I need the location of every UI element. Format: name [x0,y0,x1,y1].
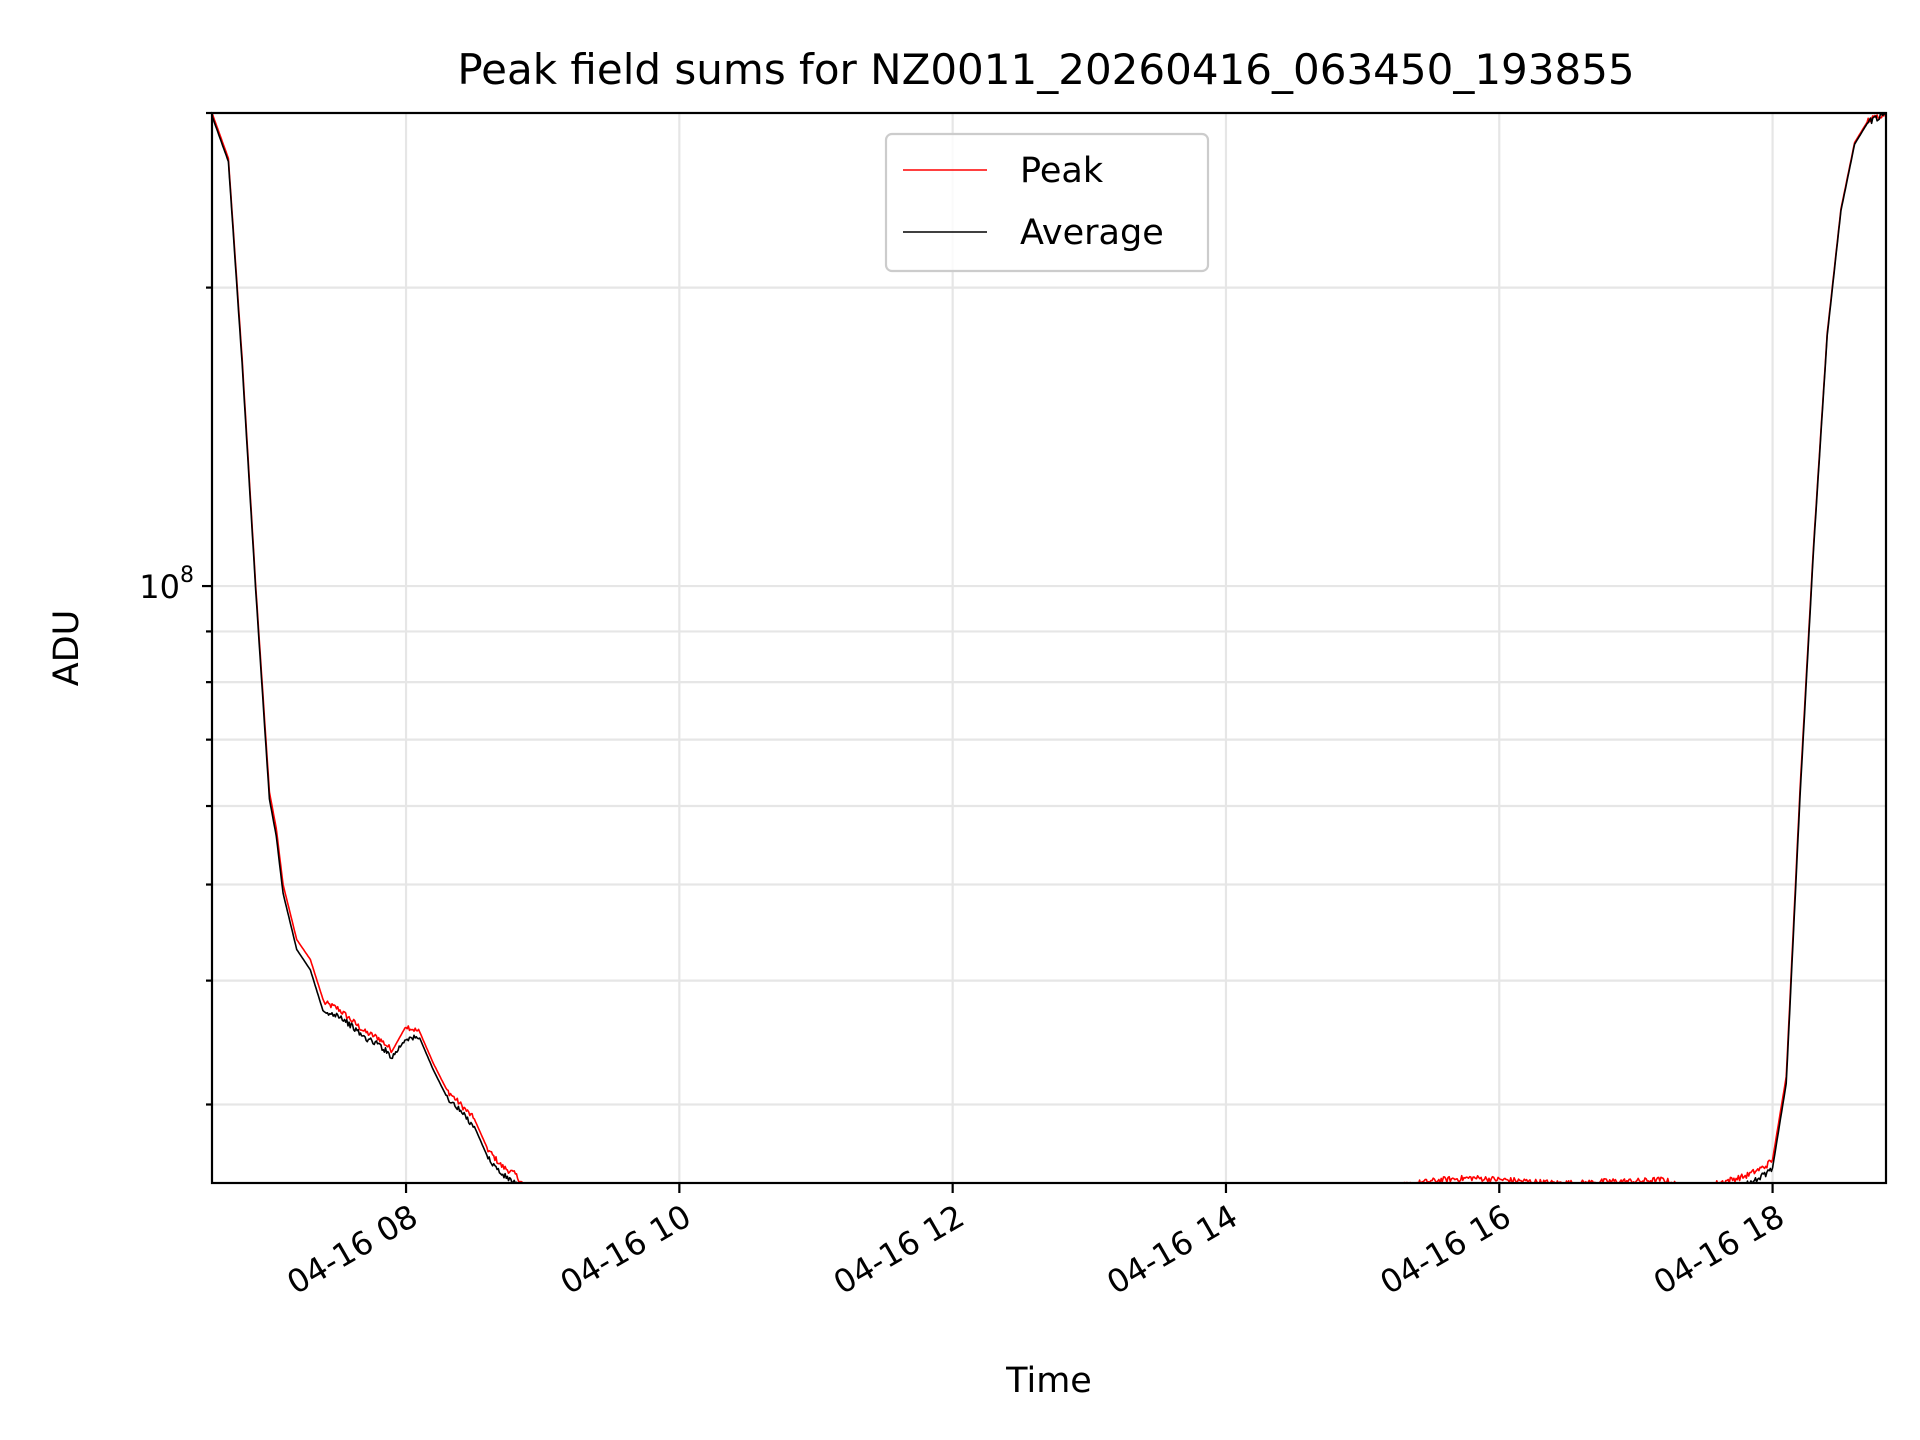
plot-area-frame [210,111,1888,1185]
series-line-peak [212,113,1886,1183]
legend-label-average: Average [1020,213,1164,253]
y-axis: 108 [139,111,212,1106]
chart-title: Peak field sums for NZ0011_20260416_0634… [457,45,1634,94]
grid [212,111,1886,1183]
y-axis-label: ADU [47,610,87,687]
y-tick-label: 108 [139,563,194,606]
legend-label-peak: Peak [1020,151,1104,191]
series-line-average [212,113,1886,1183]
legend: Peak Average [884,132,1210,273]
x-axis-label: Time [1005,1361,1092,1401]
series-layer [212,113,1886,1183]
legend-box [884,132,1210,273]
